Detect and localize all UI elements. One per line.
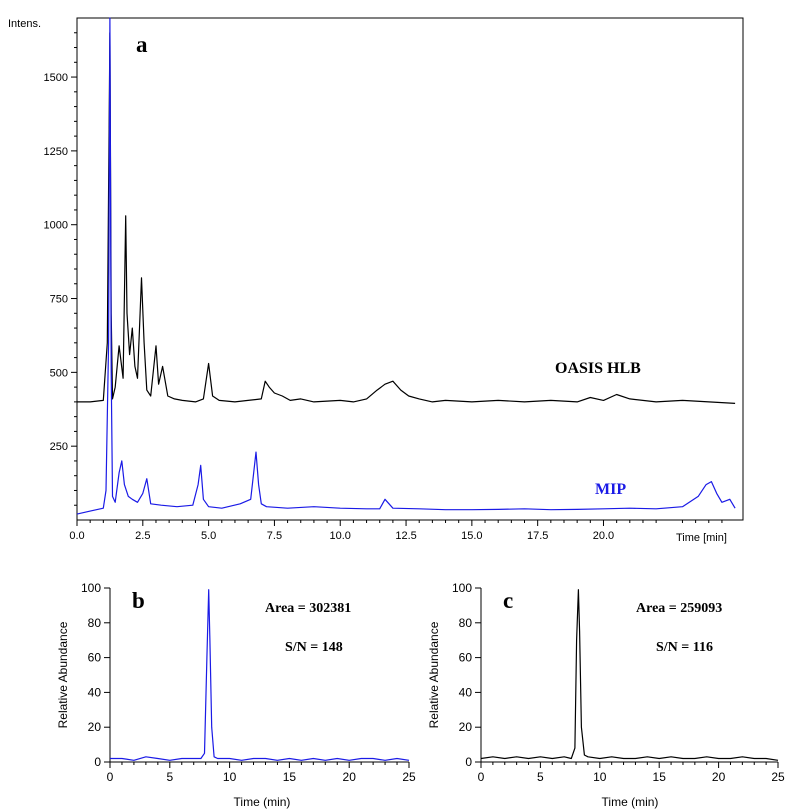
panel-c-ytick-label: 100 bbox=[452, 581, 472, 595]
panel-a-xtick-label: 7.5 bbox=[267, 530, 282, 542]
panel-c-xlabel: Time (min) bbox=[602, 795, 659, 809]
panel-a-ytick-label: 1250 bbox=[44, 146, 68, 158]
panel-b-xlabel: Time (min) bbox=[234, 795, 291, 809]
panel-a-xtick-label: 10.0 bbox=[330, 530, 351, 542]
panel-c-letter: c bbox=[503, 588, 513, 613]
panel-b-xtick-label: 5 bbox=[166, 770, 173, 784]
panel-c-xtick-label: 5 bbox=[537, 770, 544, 784]
panel-a-series-line-0 bbox=[77, 32, 736, 404]
panel-a-letter: a bbox=[136, 32, 148, 57]
panel-a-xlabel: Time [min] bbox=[676, 532, 727, 544]
panel-c-xtick-label: 0 bbox=[478, 770, 485, 784]
panel-a-ytick-label: 750 bbox=[50, 294, 68, 306]
panel-a-xtick-label: 5.0 bbox=[201, 530, 216, 542]
panel-b-area-annotation: Area = 302381 bbox=[265, 601, 351, 616]
panel-a-ytick-label: 500 bbox=[50, 367, 68, 379]
panel-c-ylabel: Relative Abundance bbox=[427, 621, 441, 728]
panel-c-ytick-label: 0 bbox=[465, 755, 472, 769]
panel-b-xtick-label: 0 bbox=[107, 770, 114, 784]
panel-c-series-line-0 bbox=[480, 589, 779, 761]
panel-b-xtick-label: 15 bbox=[283, 770, 297, 784]
panel-a-xtick-label: 2.5 bbox=[135, 530, 150, 542]
panel-a: 0.0 2.5 5.0 7.5 10.0 12.5 15.0 17.5 20.0 250 500 75… bbox=[8, 17, 744, 544]
panel-b-ytick-label: 20 bbox=[88, 720, 102, 734]
panel-b-xtick-label: 20 bbox=[343, 770, 357, 784]
panel-b-ytick-label: 80 bbox=[88, 616, 102, 630]
panel-b-series-line-0 bbox=[110, 589, 410, 761]
panel-c-xtick-label: 20 bbox=[712, 770, 726, 784]
panel-a-ytick-label: 1000 bbox=[44, 220, 68, 232]
panel-b-sn-annotation: S/N = 148 bbox=[285, 640, 343, 655]
panel-a-xtick-label: 17.5 bbox=[527, 530, 548, 542]
panel-c-area-annotation: Area = 259093 bbox=[636, 601, 722, 616]
panel-a-series-line-1 bbox=[76, 17, 736, 515]
panel-a-xtick-label: 12.5 bbox=[395, 530, 416, 542]
panel-b-ytick-label: 40 bbox=[88, 685, 102, 699]
panel-a-ylabel: Intens. bbox=[8, 18, 41, 30]
panel-a-xtick-label: 0.0 bbox=[69, 530, 84, 542]
panel-b: 0 5 10 15 20 25 0 20 40 60 80 100 Relative Abundanc… bbox=[56, 581, 416, 809]
panel-b-xtick-label: 25 bbox=[402, 770, 416, 784]
panel-b-ytick-label: 0 bbox=[94, 755, 101, 769]
panel-b-ytick-label: 100 bbox=[81, 581, 101, 595]
panel-b-ylabel: Relative Abundance bbox=[56, 621, 70, 728]
panel-c-sn-annotation: S/N = 116 bbox=[656, 640, 713, 655]
series-label-oasis-hlb: OASIS HLB bbox=[555, 360, 641, 377]
series-label-mip: MIP bbox=[595, 481, 626, 498]
panel-c-ytick-label: 20 bbox=[459, 720, 473, 734]
panel-a-xtick-label: 15.0 bbox=[461, 530, 482, 542]
panel-c-xtick-label: 25 bbox=[771, 770, 785, 784]
panel-b-letter: b bbox=[132, 588, 145, 613]
panel-a-xtick-label: 20.0 bbox=[593, 530, 614, 542]
panel-b-ytick-label: 60 bbox=[88, 651, 102, 665]
panel-b-xtick-label: 10 bbox=[223, 770, 237, 784]
panel-c-ytick-label: 80 bbox=[459, 616, 473, 630]
panel-a-frame bbox=[76, 17, 744, 521]
panel-c-ytick-label: 60 bbox=[459, 651, 473, 665]
panel-c-xtick-label: 10 bbox=[593, 770, 607, 784]
panel-c: 0 5 10 15 20 25 0 20 40 60 80 100 Relative Abundanc… bbox=[427, 581, 785, 809]
panel-a-ytick-label: 250 bbox=[50, 441, 68, 453]
panel-c-ytick-label: 40 bbox=[459, 685, 473, 699]
panel-c-xtick-label: 15 bbox=[653, 770, 667, 784]
panel-a-ytick-label: 1500 bbox=[44, 72, 68, 84]
